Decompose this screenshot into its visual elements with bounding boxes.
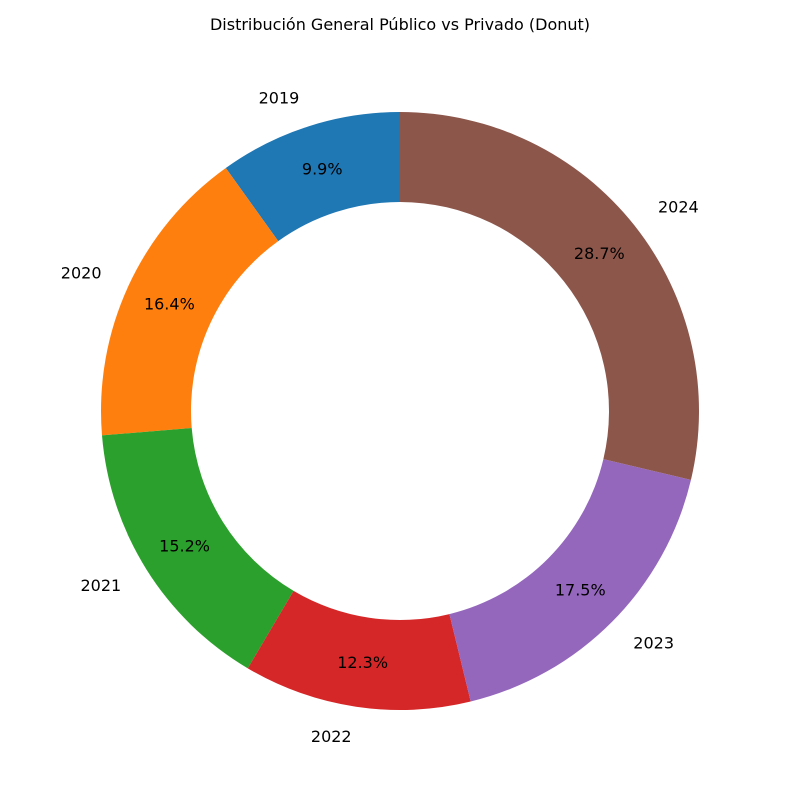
- slice-2021: [101, 428, 294, 669]
- pct-label-2021: 15.2%: [159, 536, 210, 555]
- pct-label-2024: 28.7%: [574, 244, 625, 263]
- pct-label-2023: 17.5%: [555, 581, 606, 600]
- category-label-2019: 2019: [259, 88, 300, 107]
- labels-group: 9.9% 2019 16.4% 2020 15.2% 2021 12.3% 2022 17.5%…: [61, 88, 699, 745]
- category-label-2022: 2022: [311, 727, 352, 746]
- pct-label-2019: 9.9%: [302, 160, 343, 179]
- category-label-2020: 2020: [61, 263, 102, 282]
- slices-group: [100, 112, 700, 710]
- category-label-2023: 2023: [633, 633, 674, 652]
- slice-2024: [400, 112, 700, 480]
- category-label-2021: 2021: [80, 576, 121, 595]
- category-label-2024: 2024: [658, 197, 699, 216]
- slice-2022: [247, 590, 471, 710]
- slice-2020: [100, 168, 279, 436]
- pct-label-2022: 12.3%: [337, 653, 388, 672]
- slice-2019: [225, 112, 400, 242]
- chart-title: Distribución General Público vs Privado …: [210, 15, 590, 34]
- pct-label-2020: 16.4%: [144, 295, 195, 314]
- slice-2023: [449, 459, 691, 702]
